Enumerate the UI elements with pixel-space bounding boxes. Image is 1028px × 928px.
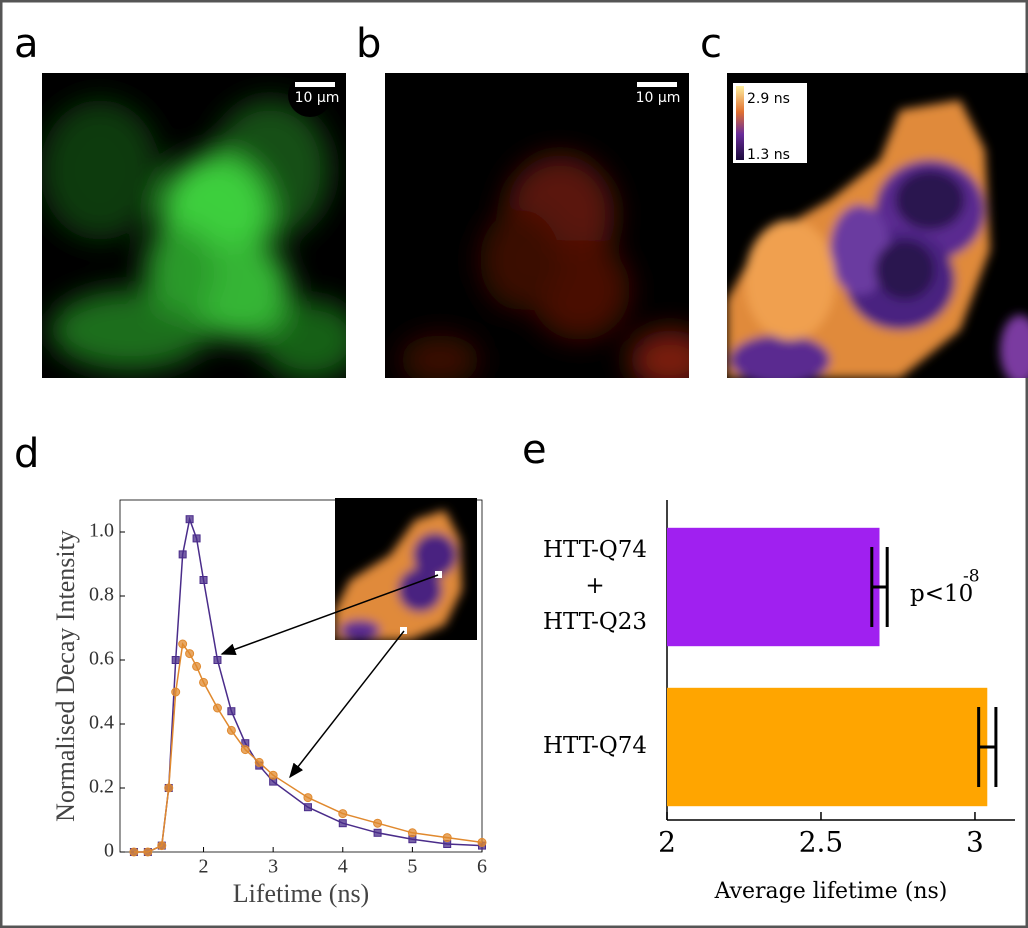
x-tick-label: 3: [966, 826, 984, 859]
marker: [192, 661, 202, 671]
marker: [477, 837, 487, 847]
x-tick-label: 6: [477, 856, 487, 878]
image-a: [42, 73, 346, 378]
image-c: [727, 73, 1028, 378]
series-line: [133, 642, 483, 853]
marker: [226, 725, 236, 735]
x-tick-label: 2: [658, 826, 676, 859]
x-tick-label: 5: [407, 856, 417, 878]
marker: [373, 828, 382, 837]
marker: [338, 809, 348, 819]
arrow: [220, 574, 439, 655]
marker: [143, 847, 153, 857]
marker: [178, 550, 187, 559]
y-tick-label: 0: [104, 840, 114, 862]
marker: [268, 770, 278, 780]
y-tick-label: 1.0: [89, 520, 114, 542]
x-tick-label: 2.5: [799, 826, 844, 859]
y-tick-label: 0.2: [89, 776, 114, 798]
marker: [213, 656, 222, 664]
x-axis-label: Average lifetime (ns): [714, 879, 948, 904]
y-tick-label: 0.6: [89, 648, 114, 670]
marker: [303, 793, 313, 803]
y-tick-label: HTT-Q74: [543, 733, 647, 759]
bar: [667, 687, 988, 807]
x-tick-label: 4: [338, 856, 348, 878]
x-tick-label: 2: [199, 856, 209, 878]
marker: [171, 687, 181, 697]
roi-marker: [400, 627, 407, 634]
marker: [227, 707, 236, 716]
colorbar-max: 2.9 ns: [747, 91, 790, 107]
y-tick-label: 0.4: [89, 712, 114, 734]
x-tick-label: 3: [268, 856, 278, 878]
marker: [199, 677, 209, 687]
marker: [407, 828, 417, 838]
marker: [178, 639, 188, 649]
marker: [254, 757, 264, 767]
scale-bar: [637, 82, 677, 87]
marker: [164, 783, 174, 793]
marker: [373, 818, 383, 828]
colorbar-min: 1.3 ns: [747, 147, 790, 163]
plot-frame: [119, 499, 483, 853]
marker: [192, 534, 201, 543]
annotation-superscript: -8: [963, 567, 980, 587]
scale-bar-label: 10 μm: [636, 90, 681, 106]
annotation: p<10: [910, 581, 973, 607]
marker: [303, 803, 312, 812]
marker: [129, 847, 139, 857]
marker: [157, 841, 167, 851]
inset-image: [335, 498, 477, 640]
marker: [212, 703, 222, 713]
marker: [442, 833, 452, 843]
image-b: [385, 73, 689, 378]
scale-bar: [295, 82, 335, 87]
marker: [185, 649, 195, 659]
colorbar: [736, 86, 744, 160]
scale-bar-label: 10 μm: [295, 90, 340, 106]
bar: [667, 527, 880, 647]
marker: [185, 515, 194, 524]
y-axis-label: Normalised Decay Intensity: [51, 530, 80, 822]
charts: 0 0.2 0.4 0.6 0.8 1.0 2 3 4 5 6 Lifetime (ns) Normal…: [51, 499, 1015, 908]
colorbar-box: [733, 83, 807, 163]
marker: [338, 819, 347, 828]
panel-label: d: [14, 431, 39, 477]
panel-label: c: [700, 21, 722, 67]
y-tick-label: HTT-Q74 + HTT-Q23: [543, 537, 647, 635]
panel-label: b: [356, 21, 381, 67]
roi-marker: [435, 571, 442, 578]
x-axis-label: Lifetime (ns): [233, 879, 369, 908]
arrow: [289, 630, 405, 779]
panel-label: a: [14, 21, 39, 67]
y-tick-label: 0.8: [89, 584, 114, 606]
marker: [199, 576, 208, 584]
panel-label: e: [522, 427, 547, 473]
marker: [240, 745, 250, 755]
marker: [171, 656, 180, 664]
